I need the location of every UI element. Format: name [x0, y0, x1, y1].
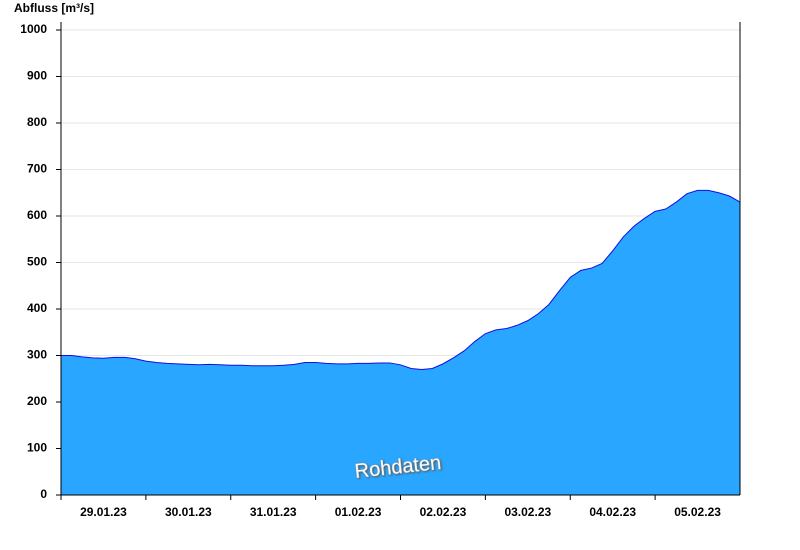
x-tick-label: 29.01.23	[80, 505, 127, 519]
x-tick-label: 01.02.23	[335, 505, 382, 519]
area	[61, 190, 740, 496]
y-tick-label: 200	[27, 394, 47, 408]
y-tick-label: 300	[27, 348, 47, 362]
x-tick-label: 02.02.23	[420, 505, 467, 519]
x-tick-label: 05.02.23	[674, 505, 721, 519]
y-tick-label: 800	[27, 115, 47, 129]
x-tick-label: 31.01.23	[250, 505, 297, 519]
x-tick-label: 04.02.23	[589, 505, 636, 519]
y-tick-label: 900	[27, 69, 47, 83]
y-tick-label: 400	[27, 301, 47, 315]
x-tick-label: 03.02.23	[504, 505, 551, 519]
chart-title: Abfluss [m³/s]	[14, 1, 94, 15]
y-tick-label: 100	[27, 441, 47, 455]
y-tick-label: 700	[27, 162, 47, 176]
x-tick-label: 30.01.23	[165, 505, 212, 519]
y-tick-label: 1000	[20, 22, 47, 36]
y-tick-label: 600	[27, 208, 47, 222]
y-tick-label: 500	[27, 255, 47, 269]
line	[61, 189, 741, 370]
y-tick-label: 0	[40, 487, 47, 501]
